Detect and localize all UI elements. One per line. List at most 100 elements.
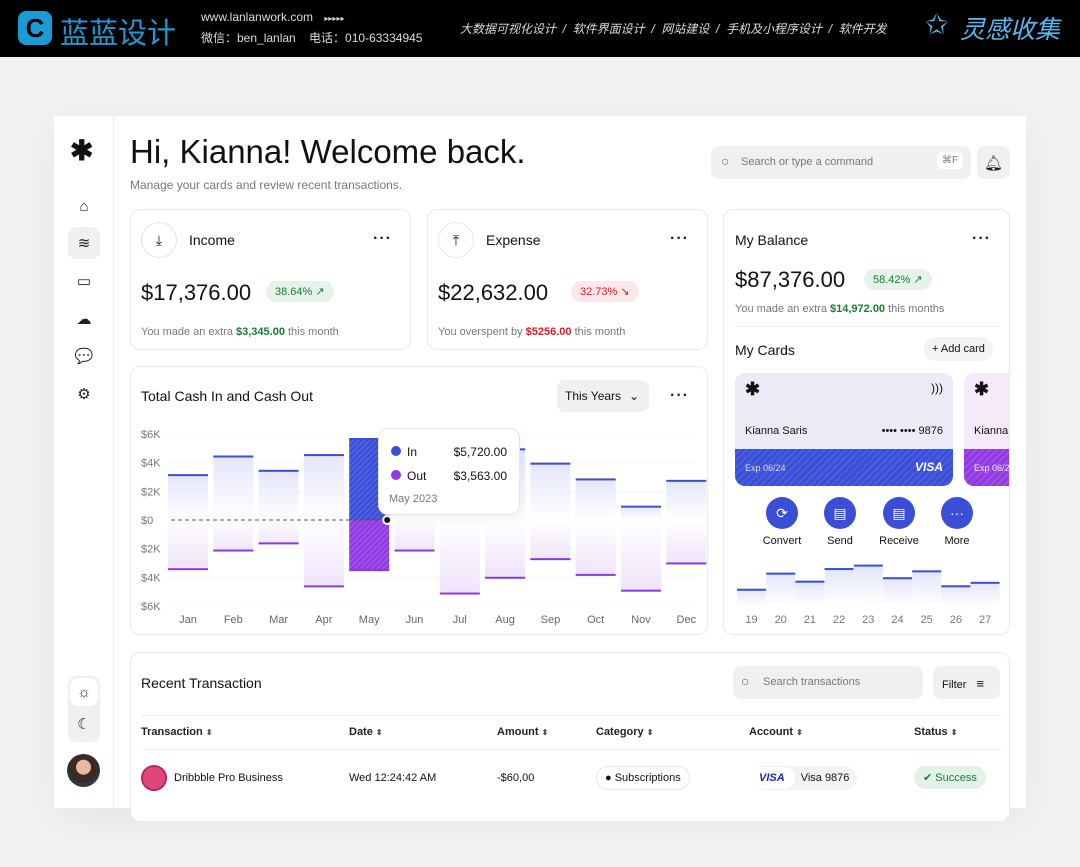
transactions-search[interactable]: ○ Search transactions bbox=[733, 666, 923, 699]
x-tick-label: Jul bbox=[453, 614, 467, 626]
card-logo-icon: ✱ bbox=[745, 379, 761, 399]
bell-icon[interactable]: 🔔︎ bbox=[977, 146, 1010, 179]
hover-point bbox=[382, 515, 393, 525]
bar-in bbox=[168, 474, 208, 520]
sun-icon[interactable]: ☼ bbox=[70, 678, 98, 706]
column-label: Category bbox=[596, 726, 644, 738]
brand-logo-icon: C bbox=[18, 11, 52, 45]
more-icon[interactable]: ··· bbox=[972, 230, 991, 247]
convert-button[interactable]: ⟳ Convert bbox=[754, 497, 810, 547]
bank-card-2[interactable]: ✱ Kianna Exp 06/24 bbox=[964, 373, 1009, 486]
chat-icon[interactable]: 💬 bbox=[74, 348, 94, 365]
filter-label: Filter bbox=[942, 679, 967, 691]
action-label: More bbox=[944, 535, 970, 547]
expense-card: ⤒ Expense ··· $22,632.00 32.73% ↘ You ov… bbox=[427, 209, 708, 350]
bar-out bbox=[349, 520, 390, 572]
site-text: www.lanlanwork.com bbox=[201, 10, 314, 24]
bar-in-cap bbox=[213, 455, 254, 458]
dribbble-icon bbox=[141, 765, 167, 791]
moon-icon[interactable]: ☾ bbox=[77, 716, 91, 733]
y-tick-label: $2K bbox=[141, 486, 161, 498]
income-card: ⤓ Income ··· $17,376.00 38.64% ↗ You mad… bbox=[130, 209, 411, 350]
send-button[interactable]: ▤ Send bbox=[812, 497, 868, 547]
bar-in bbox=[575, 478, 616, 520]
contactless-icon: ))) bbox=[931, 381, 943, 395]
settings-icon[interactable]: ⚙ bbox=[77, 386, 91, 403]
expense-label: Expense bbox=[486, 232, 541, 248]
more-button[interactable]: ··· More bbox=[929, 497, 985, 547]
check-icon: ✔ bbox=[923, 772, 933, 784]
bar-cap bbox=[970, 581, 1000, 584]
layers-icon[interactable]: ≋ bbox=[68, 227, 100, 259]
note-pre: You overspent by bbox=[438, 326, 526, 338]
period-dropdown[interactable]: This Years ⌄ bbox=[557, 380, 649, 412]
bar-out-cap bbox=[394, 549, 435, 552]
filter-icon: ≡ bbox=[976, 676, 985, 691]
bar-cap bbox=[737, 588, 766, 591]
column-header[interactable]: Date ⬍ bbox=[349, 726, 383, 738]
balance-card: My Balance ··· $87,376.00 58.42% ↗ You m… bbox=[723, 209, 1010, 635]
search-icon: ○ bbox=[741, 673, 750, 689]
column-label: Transaction bbox=[141, 726, 203, 738]
sort-icon: ⬍ bbox=[950, 728, 958, 737]
balance-amount: $87,376.00 bbox=[735, 267, 846, 292]
more-icon[interactable]: ··· bbox=[670, 387, 689, 404]
receive-button[interactable]: ▤ Receive bbox=[871, 497, 927, 547]
table-row[interactable]: Dribbble Pro Business Wed 12:24:42 AM -$… bbox=[131, 749, 1011, 809]
more-icon[interactable]: ··· bbox=[670, 230, 689, 247]
bar-cap bbox=[824, 568, 854, 571]
home-icon[interactable]: ⌂ bbox=[79, 197, 89, 215]
card-number: •••• •••• 9876 bbox=[881, 425, 943, 437]
column-header[interactable]: Status ⬍ bbox=[914, 726, 957, 738]
tooltip-out-label: Out bbox=[407, 469, 427, 483]
command-search[interactable]: ○ Search or type a command ⌘F bbox=[711, 146, 971, 179]
bar-cap bbox=[912, 570, 942, 573]
filter-button[interactable]: Filter ≡ bbox=[933, 666, 1000, 699]
cloud-upload-icon[interactable]: ☁ bbox=[76, 311, 92, 328]
column-header[interactable]: Category ⬍ bbox=[596, 726, 653, 738]
services: 大数据可视化设计 / 软件界面设计 / 网站建设 / 手机及小程序设计 / 软件… bbox=[460, 22, 887, 36]
x-tick-label: Mar bbox=[269, 614, 288, 626]
status-text: Success bbox=[935, 772, 977, 784]
theme-toggle: ☼ ☾ bbox=[68, 676, 100, 742]
bank-card[interactable]: ✱ ))) Kianna Saris •••• •••• 9876 Exp 06… bbox=[735, 373, 953, 486]
bar bbox=[883, 577, 912, 606]
bar-out bbox=[666, 520, 707, 565]
page-title: Hi, Kianna! Welcome back. bbox=[130, 133, 526, 170]
tooltip-in-label: In bbox=[407, 445, 418, 459]
column-header[interactable]: Account ⬍ bbox=[749, 726, 803, 738]
receive-icon: ▤ bbox=[883, 497, 915, 529]
out-dot-icon bbox=[391, 470, 401, 480]
y-tick-label: $0 bbox=[141, 515, 153, 527]
balance-note: You made an extra $14,972.00 this months bbox=[735, 303, 944, 315]
category-text: Subscriptions bbox=[614, 772, 681, 784]
bar bbox=[824, 568, 854, 606]
action-label: Convert bbox=[762, 535, 802, 547]
balance-change-badge: 58.42% ↗ bbox=[864, 269, 932, 290]
cash-chart-card: Total Cash In and Cash Out This Years ⌄ ·… bbox=[130, 366, 708, 635]
bar-out bbox=[213, 520, 254, 552]
tooltip-date: May 2023 bbox=[389, 493, 438, 505]
balance-chart: 19 20 21 22 23 24 25 26 27 bbox=[737, 564, 1000, 626]
add-card-button[interactable]: + Add card bbox=[924, 337, 993, 361]
bar-cap bbox=[766, 572, 796, 575]
more-icon[interactable]: ··· bbox=[373, 230, 392, 247]
brand-name: 蓝蓝设计 bbox=[60, 18, 177, 50]
bar bbox=[795, 580, 825, 606]
column-label: Account bbox=[749, 726, 793, 738]
x-tick-label: Apr bbox=[315, 614, 332, 626]
chevron-down-icon: ⌄ bbox=[629, 389, 640, 403]
divider bbox=[141, 715, 1001, 716]
balance-label: My Balance bbox=[735, 232, 809, 248]
column-header[interactable]: Transaction ⬍ bbox=[141, 726, 213, 738]
avatar[interactable] bbox=[67, 754, 100, 787]
collect-label: 灵感收集 bbox=[960, 16, 1061, 44]
bar-out-cap bbox=[439, 592, 480, 595]
page-subtitle: Manage your cards and review recent tran… bbox=[130, 178, 403, 192]
search-placeholder: Search or type a command bbox=[741, 156, 874, 168]
folder-icon[interactable]: ▭ bbox=[76, 273, 92, 290]
x-tick-label: 20 bbox=[775, 614, 787, 626]
star-icon: ✩ bbox=[925, 9, 949, 40]
action-label: Send bbox=[827, 535, 853, 547]
column-header[interactable]: Amount ⬍ bbox=[497, 726, 548, 738]
